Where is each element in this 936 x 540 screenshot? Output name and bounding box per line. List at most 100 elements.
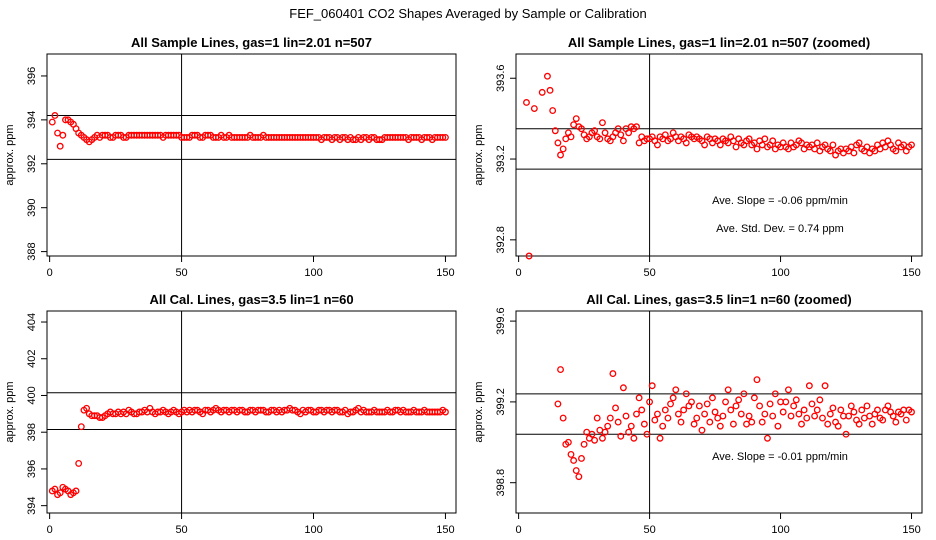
data-point: [625, 428, 633, 436]
data-point: [51, 485, 59, 493]
data-point: [680, 406, 688, 414]
data-point: [745, 412, 753, 420]
x-tick-label: 50: [175, 524, 187, 536]
data-point: [829, 141, 837, 149]
data-point: [805, 382, 813, 390]
data-point: [601, 428, 609, 436]
data-point: [633, 410, 640, 418]
data-point: [729, 420, 737, 428]
data-point: [798, 420, 805, 428]
data-point: [716, 422, 724, 430]
data-point: [769, 137, 777, 145]
data-point: [567, 450, 575, 458]
y-tick-label: 388: [26, 242, 38, 260]
data-point: [664, 414, 672, 422]
data-point: [633, 123, 640, 131]
y-axis-label: approx. ppm: [473, 124, 485, 185]
data-point: [588, 430, 596, 438]
data-point: [753, 376, 761, 384]
data-point: [879, 416, 887, 424]
y-tick-label: 393.6: [495, 64, 507, 92]
data-point: [803, 414, 811, 422]
data-point: [667, 400, 674, 408]
data-point: [764, 434, 771, 442]
data-point: [591, 436, 599, 444]
chart-panel-1: All Sample Lines, gas=1 lin=2.01 n=507 ap…: [4, 35, 457, 279]
data-point: [567, 133, 575, 141]
x-tick-label: 0: [516, 267, 522, 279]
data-point: [546, 86, 554, 94]
x-tick-label: 100: [771, 267, 789, 279]
data-point: [593, 414, 601, 422]
data-point: [549, 107, 557, 115]
chart-title: All Cal. Lines, gas=3.5 lin=1 n=60: [149, 292, 353, 307]
data-point: [753, 145, 761, 153]
plot-frame: [515, 310, 923, 514]
data-point: [614, 418, 622, 426]
data-point: [808, 400, 816, 408]
data-point: [441, 408, 449, 416]
data-point: [813, 139, 821, 147]
chart-panel-2: All Sample Lines, gas=1 lin=2.01 n=507 (…: [473, 35, 923, 279]
data-point: [578, 455, 585, 462]
x-tick-label: 0: [47, 267, 53, 279]
y-tick-label: 394: [26, 111, 38, 129]
data-point: [706, 418, 714, 426]
y-tick-label: 399.2: [495, 388, 507, 416]
data-point: [682, 390, 690, 398]
data-point: [538, 88, 546, 96]
data-point: [559, 414, 567, 422]
data-point: [902, 416, 910, 424]
data-point: [601, 129, 609, 137]
data-point: [769, 412, 777, 420]
data-point: [889, 412, 897, 420]
data-point: [77, 423, 85, 431]
data-point: [572, 115, 580, 123]
data-point: [826, 147, 834, 155]
data-point: [892, 418, 900, 426]
data-point: [557, 366, 564, 374]
y-tick-label: 392.8: [495, 226, 507, 254]
data-point: [661, 406, 669, 414]
data-point: [619, 384, 627, 392]
data-point: [677, 418, 685, 426]
stats-annotation: Ave. Slope = -0.01 ppm/min: [712, 451, 848, 463]
x-tick-label: 150: [902, 524, 920, 536]
data-point: [784, 386, 792, 394]
data-point: [766, 400, 774, 408]
x-tick-label: 150: [436, 267, 454, 279]
data-point: [740, 390, 748, 398]
data-point: [648, 382, 656, 390]
data-point: [834, 422, 842, 430]
data-point: [745, 135, 753, 143]
y-tick-label: 400: [26, 386, 38, 404]
x-tick-label: 0: [47, 524, 53, 536]
data-point: [439, 133, 447, 141]
data-point: [795, 410, 803, 418]
data-point: [724, 386, 732, 394]
data-point: [837, 406, 845, 414]
data-point: [83, 404, 91, 412]
data-point: [580, 440, 588, 448]
data-point: [698, 426, 706, 434]
data-point: [884, 402, 892, 410]
data-point: [863, 402, 871, 410]
data-point: [625, 129, 633, 137]
y-tick-label: 402: [26, 350, 38, 368]
data-point: [570, 457, 578, 464]
data-point: [858, 406, 866, 414]
data-point: [774, 422, 782, 430]
data-point: [701, 141, 709, 149]
data-point: [758, 418, 766, 426]
data-point: [564, 438, 572, 446]
data-point: [523, 99, 530, 106]
y-axis-label: approx. ppm: [473, 381, 485, 442]
data-point: [525, 252, 533, 260]
y-tick-label: 404: [26, 313, 38, 331]
data-point: [842, 430, 850, 438]
plot-frame: [46, 53, 457, 257]
data-point: [598, 119, 606, 127]
data-point: [661, 131, 669, 139]
